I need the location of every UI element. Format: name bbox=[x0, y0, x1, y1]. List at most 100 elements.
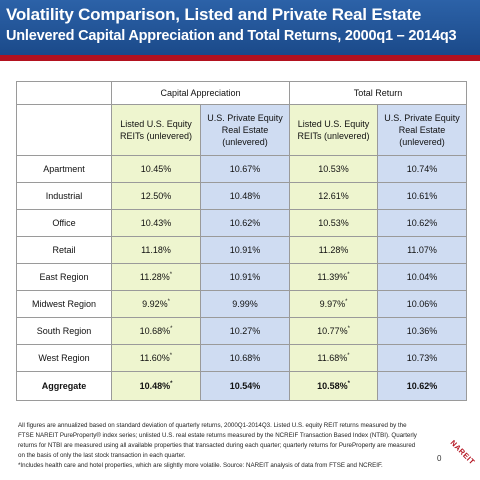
value-text: 11.68% bbox=[317, 353, 348, 363]
column-header: Listed U.S. Equity REITs (unlevered) bbox=[289, 104, 378, 156]
table-row: Office 10.43% 10.62% 10.53% 10.62% bbox=[16, 209, 467, 237]
column-header: U.S. Private Equity Real Estate (unlever… bbox=[377, 104, 467, 156]
value-cell: 11.18% bbox=[111, 236, 201, 264]
footnote-marker: * bbox=[347, 353, 350, 359]
value-cell: 10.45% bbox=[111, 155, 201, 183]
value-cell: 10.43% bbox=[111, 209, 201, 237]
value-cell: 10.91% bbox=[200, 236, 290, 264]
footnote-marker: * bbox=[169, 272, 173, 278]
value-text: 11.28% bbox=[139, 272, 170, 282]
footnote-marker: * bbox=[347, 272, 350, 278]
footnote-line: All figures are annualized based on stan… bbox=[18, 422, 407, 429]
footnote-marker: * bbox=[347, 326, 350, 332]
value-cell: 11.28%* bbox=[111, 263, 201, 291]
value-text: 11.39% bbox=[317, 272, 348, 282]
page-number: 0 bbox=[437, 454, 442, 463]
row-label-header bbox=[16, 104, 112, 156]
row-label: East Region bbox=[16, 263, 112, 291]
value-text: 10.74% bbox=[406, 164, 438, 174]
svg-text:NAREIT: NAREIT bbox=[449, 438, 477, 466]
row-label: West Region bbox=[16, 344, 112, 372]
value-text: 10.45% bbox=[140, 164, 172, 174]
value-text: 10.48% bbox=[139, 381, 171, 391]
value-cell: 9.97%* bbox=[289, 290, 378, 318]
value-text: 10.48% bbox=[229, 191, 261, 201]
row-label: South Region bbox=[16, 317, 112, 345]
value-text: 10.91% bbox=[229, 272, 261, 282]
title-banner: Volatility Comparison, Listed and Privat… bbox=[0, 0, 480, 55]
volatility-table: Capital Appreciation Total Return Listed… bbox=[16, 81, 467, 401]
value-text: 11.28% bbox=[318, 245, 349, 255]
value-cell: 11.07% bbox=[377, 236, 467, 264]
value-text: 10.61% bbox=[406, 191, 438, 201]
row-label: Retail bbox=[16, 236, 112, 264]
value-text: 10.54% bbox=[229, 381, 261, 391]
footnote-marker: * bbox=[169, 353, 173, 359]
table-body: Apartment 10.45% 10.67% 10.53% 10.74% Industr… bbox=[16, 155, 467, 401]
value-text: 11.07% bbox=[407, 245, 437, 255]
value-cell: 10.53% bbox=[289, 155, 378, 183]
slide-title: Volatility Comparison, Listed and Privat… bbox=[6, 5, 422, 24]
slide-subtitle: Unlevered Capital Appreciation and Total… bbox=[6, 28, 457, 44]
footnote-marker: * bbox=[167, 299, 170, 305]
value-text: 9.97% bbox=[319, 299, 346, 309]
row-label: Apartment bbox=[16, 155, 112, 183]
value-cell: 10.06% bbox=[377, 290, 467, 318]
footnote-marker: * bbox=[170, 326, 173, 332]
value-text: 10.36% bbox=[406, 326, 438, 336]
footnote: All figures are annualized based on stan… bbox=[18, 421, 438, 471]
value-text: 10.58% bbox=[317, 381, 348, 391]
value-cell: 10.73% bbox=[377, 344, 467, 372]
value-cell: 10.62% bbox=[200, 209, 290, 237]
column-header: U.S. Private Equity Real Estate (unlever… bbox=[200, 104, 290, 156]
corner-cell bbox=[16, 81, 112, 105]
nareit-logo: NAREIT bbox=[449, 438, 477, 466]
value-cell: 10.27% bbox=[200, 317, 290, 345]
value-text: 11.18% bbox=[141, 245, 171, 255]
value-text: 10.91% bbox=[229, 245, 261, 255]
group-header-capital-appreciation: Capital Appreciation bbox=[111, 81, 290, 105]
value-cell: 10.68% bbox=[200, 344, 290, 372]
value-text: 12.61% bbox=[318, 191, 349, 201]
footnote-marker: * bbox=[347, 381, 350, 387]
footnote-line: returns for NTBI are measured using all … bbox=[18, 442, 416, 449]
table-row: East Region 11.28%* 10.91% 11.39%* 10.04% bbox=[16, 263, 467, 291]
value-cell: 12.61% bbox=[289, 182, 378, 210]
value-text: 10.77% bbox=[317, 326, 348, 336]
table-row: West Region 11.60%* 10.68% 11.68%* 10.73% bbox=[16, 344, 467, 372]
value-cell: 11.60%* bbox=[111, 344, 201, 372]
value-cell: 9.92%* bbox=[111, 290, 201, 318]
footnote-line: on the basis of only the last stock tran… bbox=[18, 452, 186, 459]
value-cell: 9.99% bbox=[200, 290, 290, 318]
value-cell: 10.53% bbox=[289, 209, 378, 237]
value-text: 9.99% bbox=[232, 299, 258, 309]
row-label: Industrial bbox=[16, 182, 112, 210]
value-text: 11.60% bbox=[139, 353, 170, 363]
value-text: 10.27% bbox=[229, 326, 261, 336]
value-text: 10.06% bbox=[406, 299, 438, 309]
value-text: 10.62% bbox=[229, 218, 261, 228]
table-row: Retail 11.18% 10.91% 11.28% 11.07% bbox=[16, 236, 467, 264]
value-cell: 10.62% bbox=[377, 371, 467, 401]
value-text: 10.68% bbox=[229, 353, 261, 363]
value-text: 10.53% bbox=[318, 164, 349, 174]
footnote-line: *Includes health care and hotel properti… bbox=[18, 462, 383, 469]
footnote-marker: * bbox=[170, 381, 173, 387]
value-cell: 10.54% bbox=[200, 371, 290, 401]
value-cell: 11.39%* bbox=[289, 263, 378, 291]
value-text: 10.73% bbox=[406, 353, 438, 363]
value-text: 10.67% bbox=[229, 164, 261, 174]
value-cell: 10.04% bbox=[377, 263, 467, 291]
value-cell: 10.62% bbox=[377, 209, 467, 237]
group-header-row: Capital Appreciation Total Return bbox=[16, 81, 467, 105]
column-header: Listed U.S. Equity REITs (unlevered) bbox=[111, 104, 201, 156]
footnote-marker: * bbox=[345, 299, 348, 305]
table-row: Midwest Region 9.92%* 9.99% 9.97%* 10.06% bbox=[16, 290, 467, 318]
value-cell: 10.48% bbox=[200, 182, 290, 210]
table-row: Industrial 12.50% 10.48% 12.61% 10.61% bbox=[16, 182, 467, 210]
value-cell: 11.28% bbox=[289, 236, 378, 264]
value-text: 10.04% bbox=[406, 272, 438, 282]
value-cell: 10.77%* bbox=[289, 317, 378, 345]
table-row: South Region 10.68%* 10.27% 10.77%* 10.36% bbox=[16, 317, 467, 345]
footnote-line: FTSE NAREIT PureProperty® index series; … bbox=[18, 432, 417, 439]
